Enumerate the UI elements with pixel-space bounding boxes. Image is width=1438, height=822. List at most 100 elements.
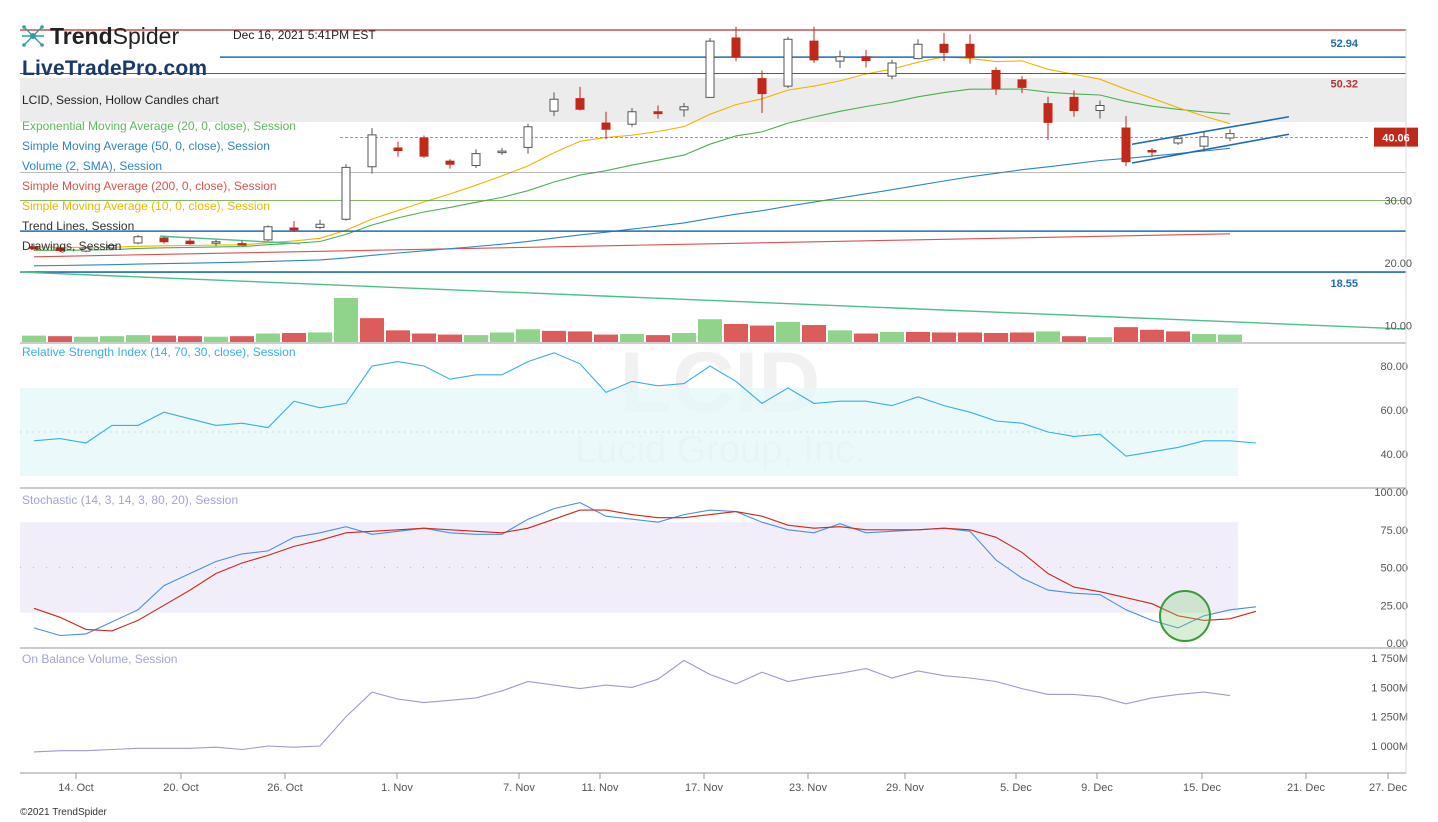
volume-bar — [516, 329, 540, 342]
volume-bar — [1036, 331, 1060, 342]
volume-bar — [594, 334, 618, 342]
brand-light: Spider — [112, 22, 180, 49]
sma10-line — [33, 56, 1231, 248]
volume-bar — [620, 334, 644, 342]
candle-body — [783, 38, 793, 87]
x-tick-label: 20. Oct — [163, 782, 198, 794]
candle-body — [601, 122, 611, 130]
x-tick-label: 26. Oct — [267, 782, 302, 794]
x-tick-label: 15. Dec — [1183, 782, 1221, 794]
volume-bar — [438, 334, 462, 342]
volume-bar — [1088, 337, 1112, 342]
candle-body — [705, 40, 715, 98]
candle-body — [29, 246, 39, 250]
legend-chart[interactable]: LCID, Session, Hollow Candles chart — [22, 93, 219, 107]
volume-bar — [48, 336, 72, 342]
volume-bar — [568, 331, 592, 342]
legend-obv[interactable]: On Balance Volume, Session — [22, 652, 178, 666]
legend-sma200[interactable]: Simple Moving Average (200, 0, close), S… — [22, 179, 277, 193]
x-tick-label: 23. Nov — [789, 782, 827, 794]
candle-body — [211, 241, 221, 244]
spider-icon — [20, 23, 46, 49]
candle-body — [497, 150, 507, 154]
candles — [29, 26, 1235, 253]
candle-body — [731, 37, 741, 58]
candle-body — [107, 245, 117, 249]
volume-bar — [74, 336, 98, 342]
x-tick-label: 11. Nov — [581, 782, 619, 794]
x-tick-label: 14. Oct — [58, 782, 93, 794]
candle-body — [757, 78, 767, 95]
legend-rsi[interactable]: Relative Strength Index (14, 70, 30, clo… — [22, 345, 296, 359]
x-axis: 30.00 20.00 10.00 14. Oct 20. Oct 26. Oct 1. N… — [58, 196, 1412, 795]
legend-drawings[interactable]: Drawings, Session — [22, 239, 122, 253]
candle-body — [861, 56, 871, 61]
volume-bar — [542, 330, 566, 342]
candle-body — [1225, 133, 1235, 139]
legend-stoch[interactable]: Stochastic (14, 3, 14, 3, 80, 20), Sessi… — [22, 493, 239, 507]
volume-bar — [386, 330, 410, 342]
volume-bar — [1140, 329, 1164, 342]
legend-trendlines[interactable]: Trend Lines, Session — [22, 219, 135, 233]
stoch-k-line — [33, 502, 1257, 637]
x-tick-label: 29. Nov — [886, 782, 924, 794]
ema20-line — [34, 88, 1231, 251]
volume-bar — [724, 323, 748, 342]
level-label: 18.55 — [1330, 278, 1358, 290]
candle-body — [965, 43, 975, 58]
copyright: ©2021 TrendSpider — [20, 807, 107, 818]
volume-bar — [126, 335, 150, 342]
x-tick-label: 17. Nov — [685, 782, 723, 794]
volume-bar — [672, 332, 696, 342]
rsi-tick-label: 60.00 — [1380, 405, 1408, 417]
volume-bar — [100, 336, 124, 342]
brand-bold: Trend — [50, 22, 113, 49]
obv-tick-label: 1 500M — [1371, 682, 1408, 694]
volume-bar — [776, 321, 800, 342]
candle-body — [627, 111, 637, 125]
volume-bar — [880, 331, 904, 342]
candle-body — [55, 247, 65, 251]
current-price-badge — [1374, 127, 1418, 147]
legend-sma10[interactable]: Simple Moving Average (10, 0, close), Se… — [22, 199, 270, 213]
volume-bar — [412, 333, 436, 342]
legend-sma50[interactable]: Simple Moving Average (50, 0, close), Se… — [22, 139, 270, 153]
sma200-line — [33, 233, 1231, 258]
obv-tick-label: 1 000M — [1371, 741, 1408, 753]
stoch-tick-label: 75.00 — [1380, 525, 1408, 537]
timestamp: Dec 16, 2021 5:41PM EST — [233, 28, 376, 42]
stoch-tick-label: 100.00 — [1374, 487, 1408, 499]
panel-dividers — [20, 30, 1407, 774]
candle-body — [887, 62, 897, 77]
long-trendline — [19, 271, 1407, 330]
legend-volume[interactable]: Volume (2, SMA), Session — [22, 159, 163, 173]
volume-bar — [1114, 327, 1138, 342]
volume-bar — [1218, 334, 1242, 342]
x-tick-label: 9. Dec — [1081, 782, 1113, 794]
candle-body — [159, 237, 169, 243]
candle-body — [185, 240, 195, 245]
obv-tick-label: 1 250M — [1371, 712, 1408, 724]
candle-body — [1121, 127, 1131, 163]
volume-bar — [152, 335, 176, 342]
candle-body — [341, 166, 351, 220]
volume-bar — [958, 332, 982, 342]
candle-body — [523, 126, 533, 148]
candle-body — [445, 160, 455, 165]
volume-bar — [750, 325, 774, 342]
volume-bar — [1010, 332, 1034, 342]
brand-logo: TrendSpider — [20, 22, 179, 50]
x-tick-label: 5. Dec — [1000, 782, 1032, 794]
level-label: 50.32 — [1330, 79, 1358, 91]
volume-bar — [854, 333, 878, 342]
volume-bar — [802, 325, 826, 342]
rsi-tick-label: 40.00 — [1380, 449, 1408, 461]
volume-bar — [646, 335, 670, 342]
legend-ema20[interactable]: Exponential Moving Average (20, 0, close… — [22, 119, 296, 133]
candle-body — [1043, 103, 1053, 123]
volume-bar — [178, 336, 202, 342]
candle-body — [237, 243, 247, 246]
volume-bar — [360, 318, 384, 342]
